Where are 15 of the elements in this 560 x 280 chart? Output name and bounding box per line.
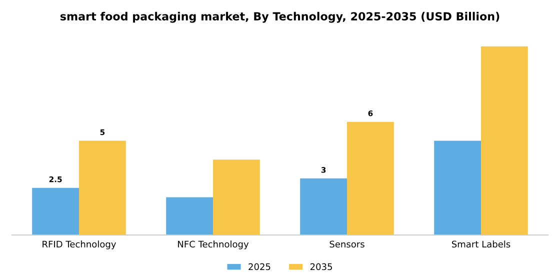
bar bbox=[300, 178, 347, 235]
bar bbox=[166, 197, 213, 235]
x-tick-label: Smart Labels bbox=[452, 240, 510, 248]
bar bbox=[213, 160, 260, 235]
bar bbox=[434, 140, 481, 235]
x-tick-label: RFID Technology bbox=[42, 240, 116, 250]
x-tick-label: Sensors bbox=[330, 240, 364, 248]
legend-label: 2025 bbox=[248, 263, 270, 270]
bar bbox=[79, 140, 126, 235]
legend-label: 2035 bbox=[310, 263, 332, 270]
chart-title: smart food packaging market, By Technology, 2025-2035 (USD Billion) bbox=[60, 12, 500, 23]
bar bbox=[347, 122, 394, 235]
x-tick-label: NFC Technology bbox=[178, 240, 249, 250]
bar bbox=[32, 188, 79, 235]
bar bbox=[481, 46, 528, 235]
